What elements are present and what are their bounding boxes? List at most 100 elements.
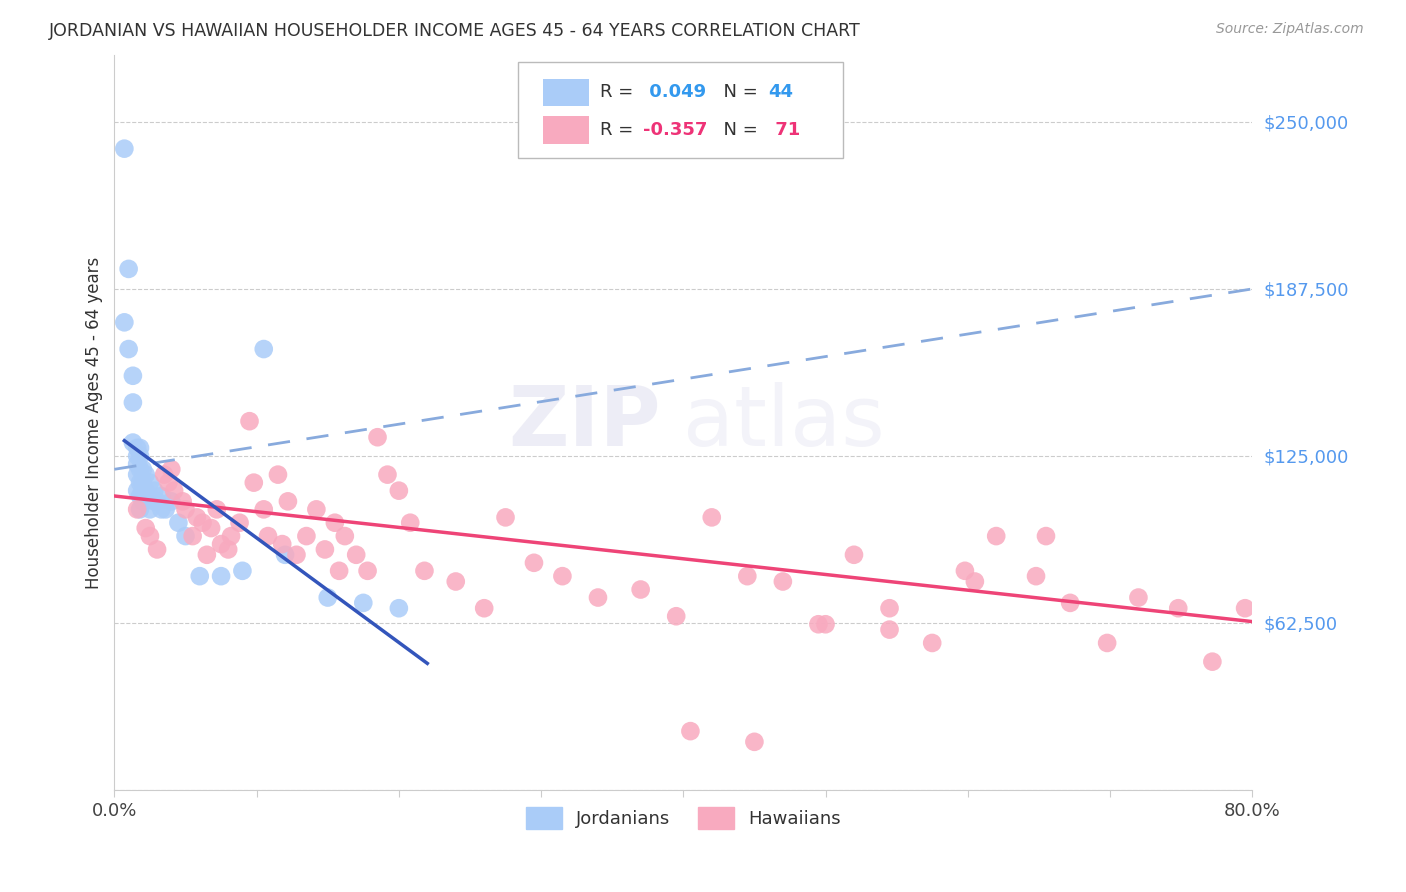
Point <box>209 537 232 551</box>
Point <box>344 548 367 562</box>
Text: 71: 71 <box>769 120 800 138</box>
Point <box>132 494 155 508</box>
Point <box>122 435 145 450</box>
Point <box>146 542 169 557</box>
Point <box>112 315 135 329</box>
Point <box>1128 591 1150 605</box>
Point <box>257 529 280 543</box>
Point <box>129 441 152 455</box>
Point <box>129 475 152 490</box>
Point <box>181 529 204 543</box>
Point <box>127 449 149 463</box>
Text: R =: R = <box>600 120 640 138</box>
Point <box>323 516 346 530</box>
Point <box>205 502 228 516</box>
Point <box>122 368 145 383</box>
Point <box>228 516 250 530</box>
Point <box>1234 601 1257 615</box>
Legend: Jordanians, Hawaiians: Jordanians, Hawaiians <box>519 799 848 836</box>
Point <box>413 564 436 578</box>
Point <box>551 569 574 583</box>
Point <box>117 342 139 356</box>
FancyBboxPatch shape <box>543 116 589 144</box>
Point <box>814 617 837 632</box>
Point <box>132 475 155 490</box>
Point <box>217 542 239 557</box>
Point <box>160 494 183 508</box>
Point <box>129 449 152 463</box>
Text: Source: ZipAtlas.com: Source: ZipAtlas.com <box>1216 22 1364 37</box>
FancyBboxPatch shape <box>543 78 589 106</box>
Text: -0.357: -0.357 <box>644 120 707 138</box>
Point <box>132 483 155 498</box>
Point <box>285 548 308 562</box>
Point <box>277 494 299 508</box>
Point <box>127 483 149 498</box>
Point <box>879 623 901 637</box>
Point <box>188 569 211 583</box>
Text: JORDANIAN VS HAWAIIAN HOUSEHOLDER INCOME AGES 45 - 64 YEARS CORRELATION CHART: JORDANIAN VS HAWAIIAN HOUSEHOLDER INCOME… <box>49 22 860 40</box>
Y-axis label: Householder Income Ages 45 - 64 years: Householder Income Ages 45 - 64 years <box>86 256 103 589</box>
Point <box>1035 529 1057 543</box>
Point <box>127 457 149 471</box>
Point <box>807 617 830 632</box>
Point <box>150 502 173 516</box>
Point <box>139 529 162 543</box>
Point <box>377 467 399 482</box>
Point <box>1025 569 1047 583</box>
Point <box>219 529 242 543</box>
Point <box>186 510 208 524</box>
Point <box>127 502 149 516</box>
Point <box>352 596 374 610</box>
Point <box>243 475 266 490</box>
Point <box>117 261 139 276</box>
Point <box>314 542 336 557</box>
Point <box>135 467 157 482</box>
Point <box>274 548 297 562</box>
Point <box>127 441 149 455</box>
Point <box>153 467 176 482</box>
Point <box>174 529 197 543</box>
Point <box>986 529 1008 543</box>
Point <box>143 483 166 498</box>
Point <box>879 601 901 615</box>
Point <box>253 502 276 516</box>
Point <box>328 564 350 578</box>
Point <box>367 430 389 444</box>
Point <box>146 494 169 508</box>
Text: 0.049: 0.049 <box>644 84 707 102</box>
Point <box>200 521 222 535</box>
Point <box>167 516 190 530</box>
Point <box>630 582 652 597</box>
Point <box>143 494 166 508</box>
Point <box>333 529 356 543</box>
Point <box>586 591 609 605</box>
Point <box>495 510 517 524</box>
Point <box>399 516 422 530</box>
Point <box>174 502 197 516</box>
Point <box>238 414 260 428</box>
Point <box>139 475 162 490</box>
Point <box>921 636 943 650</box>
Point <box>267 467 290 482</box>
Point <box>523 556 546 570</box>
Text: 44: 44 <box>769 84 793 102</box>
Text: ZIP: ZIP <box>508 382 661 463</box>
Point <box>271 537 294 551</box>
Point <box>472 601 495 615</box>
Point <box>191 516 214 530</box>
Point <box>155 502 177 516</box>
Point <box>163 483 186 498</box>
Point <box>665 609 688 624</box>
Point <box>129 462 152 476</box>
Point <box>195 548 218 562</box>
Point <box>209 569 232 583</box>
FancyBboxPatch shape <box>519 62 842 158</box>
Point <box>129 502 152 516</box>
Point <box>295 529 318 543</box>
Point <box>160 462 183 476</box>
Point <box>231 564 253 578</box>
Point <box>253 342 276 356</box>
Point <box>772 574 794 589</box>
Point <box>122 395 145 409</box>
